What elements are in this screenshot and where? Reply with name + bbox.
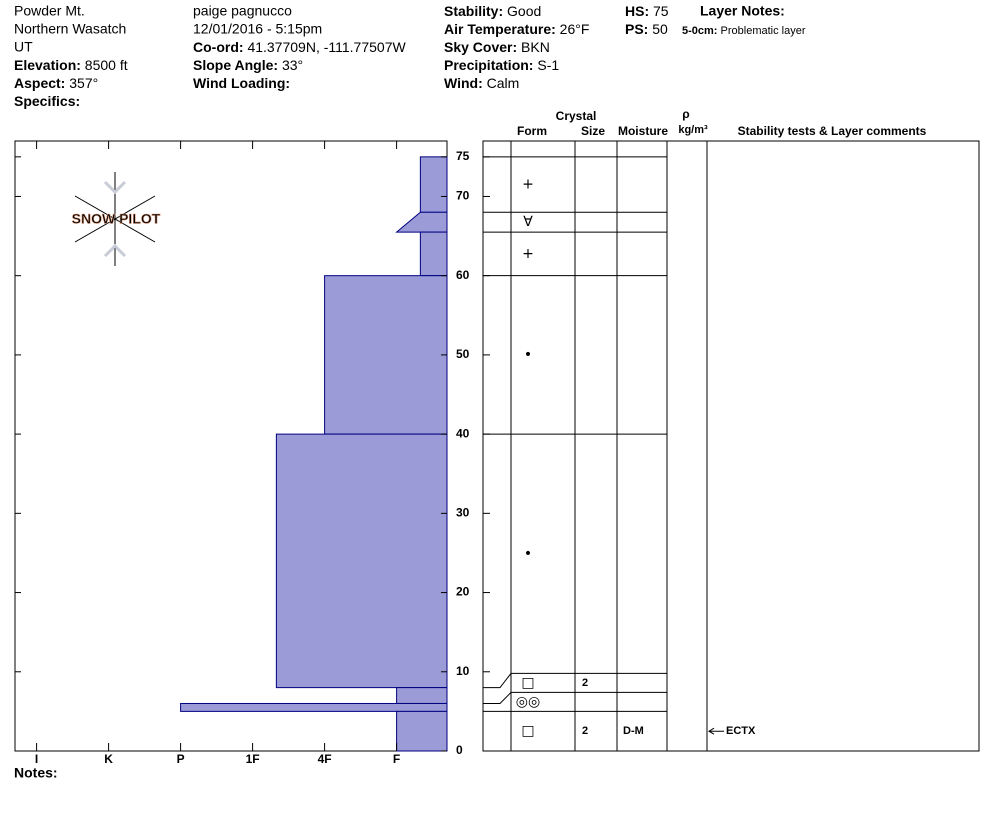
col-header: Moisture xyxy=(618,124,668,138)
header-field-value: 26°F xyxy=(560,21,590,37)
header-field-label: Air Temperature: xyxy=(444,21,556,37)
hardness-layer xyxy=(396,687,448,704)
header-field-value: BKN xyxy=(521,39,550,55)
header-field-value: 41.37709N, -111.77507W xyxy=(247,39,406,55)
header-field: PS: 50 xyxy=(625,21,668,37)
hardness-layer xyxy=(396,710,448,752)
header-text: 12/01/2016 - 5:15pm xyxy=(193,21,322,37)
y-tick-label: 0 xyxy=(456,743,463,757)
header-field-value: Calm xyxy=(487,75,520,91)
header-field-label: Wind: xyxy=(444,75,483,91)
crystal-form: □ xyxy=(521,723,534,739)
header-text: Powder Mt. xyxy=(14,3,85,19)
crystal-form: ◎◎ xyxy=(516,694,540,710)
header-field: Elevation: 8500 ft xyxy=(14,57,128,73)
col-header: ρ xyxy=(682,107,689,121)
header-text: Northern Wasatch xyxy=(14,21,126,37)
header-field: Wind Loading: xyxy=(193,75,290,91)
header-field: Air Temperature: 26°F xyxy=(444,21,589,37)
crystal-size: 2 xyxy=(582,677,588,689)
layer-note-label: 5-0cm: xyxy=(682,25,717,37)
hardness-layer xyxy=(180,702,448,712)
test-arrow xyxy=(708,727,724,735)
col-header: Form xyxy=(517,124,547,138)
col-header: Crystal xyxy=(556,109,597,123)
layer-note: 5-0cm: Problematic layer xyxy=(682,25,806,37)
header-field: Precipitation: S-1 xyxy=(444,57,559,73)
hardness-layer xyxy=(419,231,448,277)
x-tick-label: F xyxy=(393,752,400,766)
layer-boundary xyxy=(483,672,667,689)
y-tick-label: 60 xyxy=(456,268,470,282)
header-field: HS: 75 xyxy=(625,3,669,19)
header-field-value: 357° xyxy=(69,75,98,91)
header-field-value: 33° xyxy=(282,57,303,73)
header-field: Co-ord: 41.37709N, -111.77507W xyxy=(193,39,406,55)
header-field-label: Co-ord: xyxy=(193,39,244,55)
crystal-form: ∀ xyxy=(523,214,533,230)
y-tick-label: 75 xyxy=(456,149,470,163)
header-field: Slope Angle: 33° xyxy=(193,57,303,73)
y-tick-label: 30 xyxy=(456,506,470,520)
header-field-label: Sky Cover: xyxy=(444,39,517,55)
layer-note-value: Problematic layer xyxy=(721,25,806,37)
notes-label: Notes: xyxy=(14,765,58,781)
logo-text: SNOW PILOT xyxy=(72,211,161,227)
header-field: Sky Cover: BKN xyxy=(444,39,550,55)
crystal-form: □ xyxy=(521,675,534,691)
y-tick-label: 10 xyxy=(456,664,470,678)
header-field: Wind: Calm xyxy=(444,75,519,91)
header-field-label: Slope Angle: xyxy=(193,57,278,73)
col-header: Size xyxy=(581,124,605,138)
header-field-label: Elevation: xyxy=(14,57,81,73)
x-tick-label: P xyxy=(177,752,185,766)
y-tick-label: 70 xyxy=(456,189,470,203)
header-field-value: S-1 xyxy=(537,57,559,73)
header-field: Aspect: 357° xyxy=(14,75,98,91)
col-header: kg/m³ xyxy=(678,124,708,136)
header-text: paige pagnucco xyxy=(193,3,292,19)
y-tick-label: 40 xyxy=(456,426,470,440)
table-frame xyxy=(482,140,980,752)
y-tick-label: 50 xyxy=(456,347,470,361)
header-field-label: Stability: xyxy=(444,3,503,19)
header-field-label: Precipitation: xyxy=(444,57,533,73)
header-field: Stability: Good xyxy=(444,3,541,19)
col-header: Stability tests & Layer comments xyxy=(738,124,927,138)
x-tick-label: I xyxy=(35,752,38,766)
header-field: Specifics: xyxy=(14,93,80,109)
header-field-label: Specifics: xyxy=(14,93,80,109)
moisture: D-M xyxy=(623,725,644,737)
header-field-value: 75 xyxy=(653,3,669,19)
layer-boundary xyxy=(483,691,667,704)
header-field-value: 50 xyxy=(652,21,668,37)
layer-notes-label: Layer Notes: xyxy=(700,3,785,19)
header-field-label: Aspect: xyxy=(14,75,65,91)
header-field-label: PS: xyxy=(625,21,648,37)
crystal-form: + xyxy=(522,246,534,262)
x-tick-label: 4F xyxy=(318,752,332,766)
hardness-layer xyxy=(419,156,448,213)
crystal-size: 2 xyxy=(582,725,588,737)
x-tick-label: K xyxy=(104,752,113,766)
y-tick-label: 20 xyxy=(456,585,470,599)
hardness-layer xyxy=(275,433,448,689)
x-tick-label: 1F xyxy=(246,752,260,766)
crystal-form: • xyxy=(524,347,532,363)
crystal-form: • xyxy=(524,546,532,562)
hardness-layer xyxy=(395,211,448,233)
header-field-value: Good xyxy=(507,3,541,19)
hardness-layer xyxy=(324,275,448,435)
header-field-label: Wind Loading: xyxy=(193,75,290,91)
crystal-form: + xyxy=(522,177,534,193)
header-field-label: HS: xyxy=(625,3,649,19)
header-text: UT xyxy=(14,39,33,55)
logo-flake xyxy=(74,172,156,266)
header-field-value: 8500 ft xyxy=(85,57,128,73)
stability-test: ECTX xyxy=(726,725,756,737)
